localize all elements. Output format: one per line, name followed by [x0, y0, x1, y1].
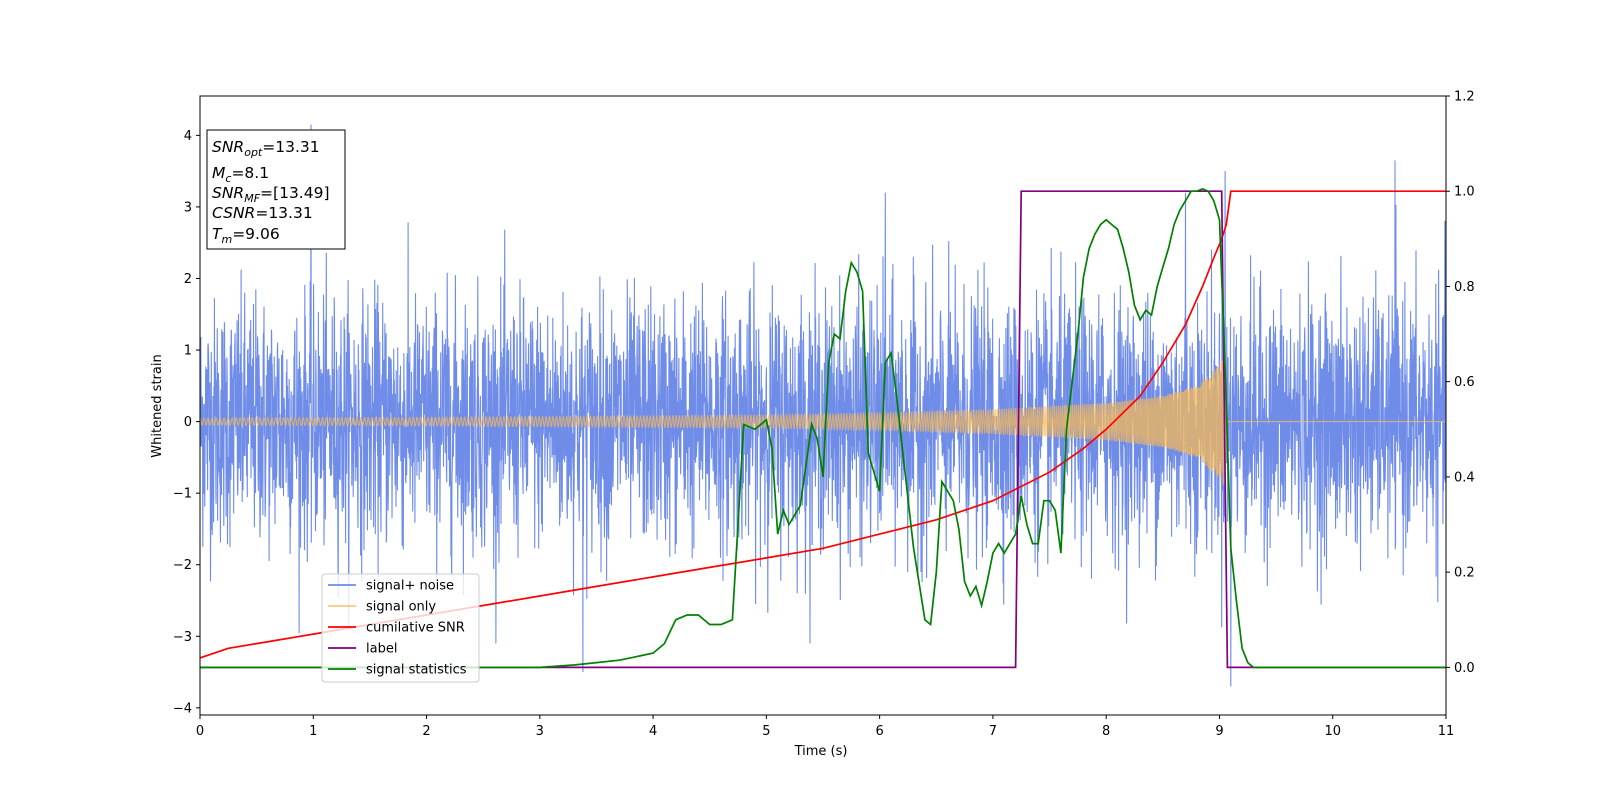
legend-label: signal only [366, 600, 436, 615]
x-tick-label: 7 [989, 724, 997, 739]
legend-label: signal statistics [366, 663, 467, 678]
y-tick-label: 3 [184, 200, 192, 215]
y-tick-label: 0 [184, 415, 192, 430]
x-tick-label: 9 [1215, 724, 1223, 739]
y2-tick-label: 1.2 [1454, 90, 1475, 105]
x-tick-label: 5 [762, 724, 770, 739]
x-tick-label: 4 [649, 724, 657, 739]
legend-label: cumilative SNR [366, 621, 465, 636]
axes-frame [199, 95, 1447, 716]
info-box-frame [206, 129, 346, 250]
x-axis: 0 1 2 3 4 5 6 7 8 9 10 11 [196, 715, 1454, 739]
y-tick-label: −1 [173, 487, 192, 502]
x-tick-label: 8 [1102, 724, 1110, 739]
series-signal-only [200, 356, 1446, 488]
x-tick-label: 0 [196, 724, 204, 739]
info-line: Mc=8.1 [212, 164, 269, 185]
info-line: SNRopt=13.31 [212, 138, 320, 159]
y2-tick-label: 0.8 [1454, 280, 1475, 295]
info-line: Tm=9.06 [212, 225, 280, 246]
x-tick-label: 2 [422, 724, 430, 739]
y-tick-label: 4 [184, 129, 192, 144]
legend: signal+ noise signal only cumilative SNR la… [321, 573, 480, 683]
info-box: SNRopt=13.31 Mc=8.1SNRMF=[13.49]CSNR=13.3… [206, 129, 346, 250]
y2-tick-label: 0.2 [1454, 566, 1475, 581]
info-line: SNRMF=[13.49] [212, 184, 330, 205]
y-axis-left: −4 −3 −2 −1 0 1 2 3 4 [173, 129, 200, 716]
y2-tick-label: 1.0 [1454, 185, 1475, 200]
x-tick-label: 10 [1324, 724, 1341, 739]
y-tick-label: −2 [173, 558, 192, 573]
x-tick-label: 6 [875, 724, 883, 739]
x-axis-label: Time (s) [794, 744, 848, 759]
x-tick-label: 1 [309, 724, 317, 739]
y-tick-label: −3 [173, 630, 192, 645]
y2-tick-label: 0.0 [1454, 661, 1475, 676]
x-tick-label: 11 [1438, 724, 1455, 739]
info-line: CSNR=13.31 [212, 204, 313, 222]
y-axis-label: Whitened strain [150, 354, 165, 457]
series-signal-statistics [200, 187, 1446, 669]
y-tick-label: −4 [173, 701, 192, 716]
y2-tick-label: 0.6 [1454, 375, 1475, 390]
legend-label: label [366, 642, 397, 657]
y2-tick-label: 0.4 [1454, 470, 1475, 485]
y-axis-right: 0.0 0.2 0.4 0.6 0.8 1.0 1.2 [1446, 90, 1475, 676]
x-tick-label: 3 [536, 724, 544, 739]
y-tick-label: 1 [184, 344, 192, 359]
legend-frame [321, 573, 480, 683]
legend-label: signal+ noise [366, 579, 454, 594]
y-tick-label: 2 [184, 272, 192, 287]
